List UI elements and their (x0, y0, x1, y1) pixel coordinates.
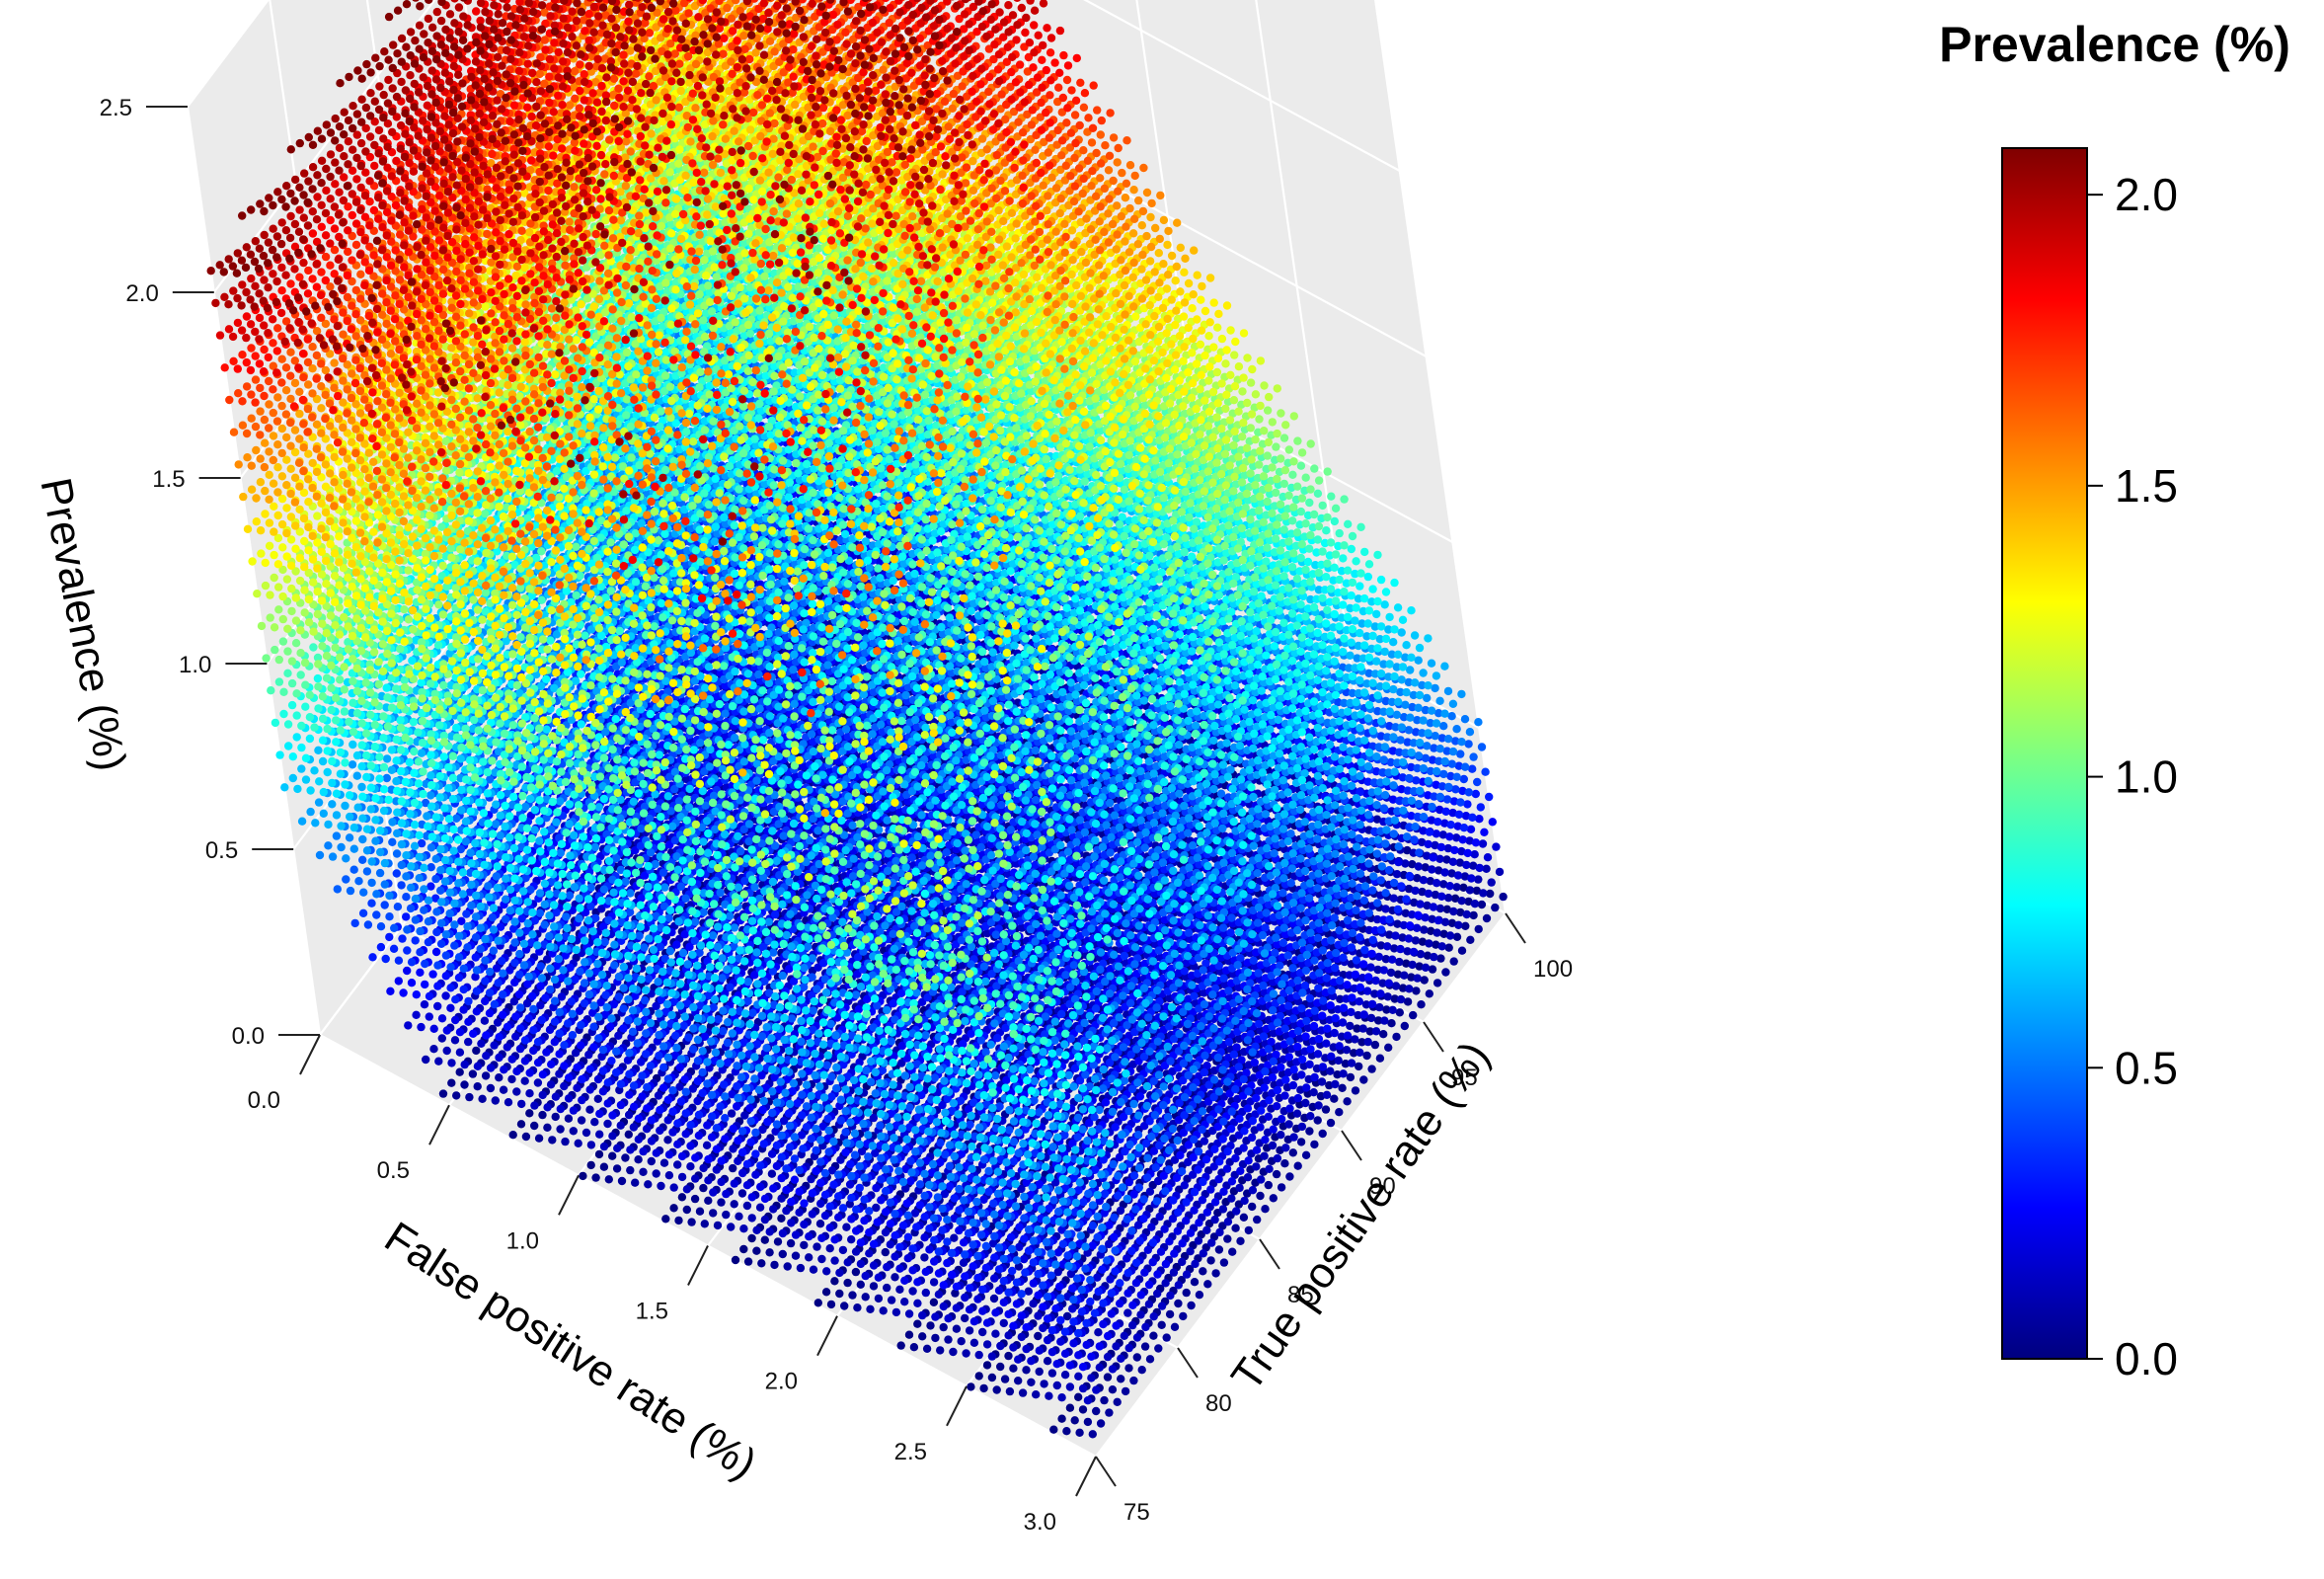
data-point (674, 160, 682, 168)
data-point (739, 32, 747, 39)
data-point (723, 4, 731, 12)
data-point (666, 168, 674, 176)
data-point (675, 145, 683, 153)
data-point (677, 87, 685, 95)
